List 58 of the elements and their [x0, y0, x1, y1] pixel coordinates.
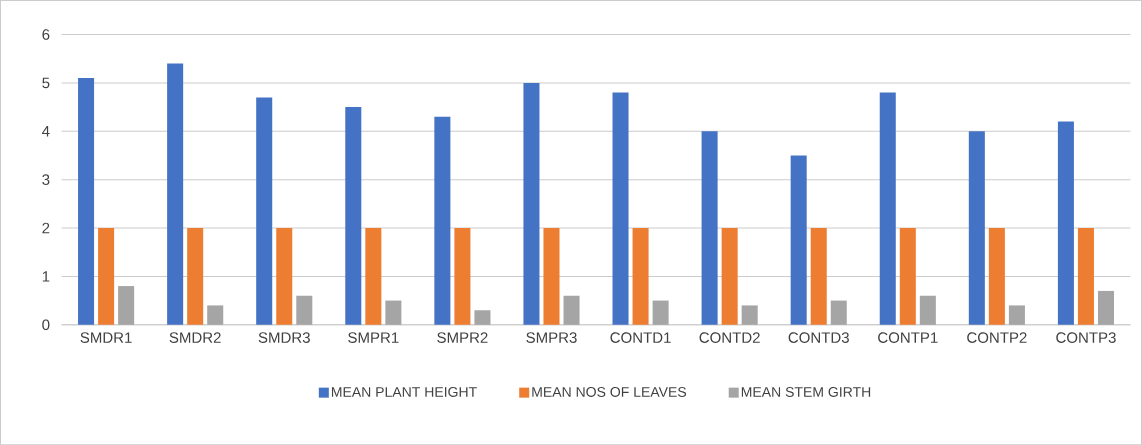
- bar: [454, 227, 471, 325]
- y-tick-label: 1: [42, 271, 50, 282]
- x-tick-label: SMDR3: [258, 332, 310, 343]
- bar: [78, 77, 95, 325]
- bar: [385, 300, 402, 325]
- bar: [899, 227, 916, 325]
- y-tick-label: 0: [42, 319, 50, 330]
- bar: [830, 300, 847, 325]
- bar: [652, 300, 669, 325]
- bar: [810, 227, 827, 325]
- bar: [207, 305, 224, 325]
- bar: [1097, 290, 1115, 325]
- bar: [879, 92, 896, 325]
- bar: [1077, 227, 1094, 325]
- y-tick-label: 6: [42, 29, 50, 40]
- bar: [167, 63, 184, 325]
- x-tick-label: CONTP1: [878, 332, 938, 343]
- bar: [988, 227, 1005, 325]
- bar: [919, 295, 936, 325]
- legend-label: MEAN STEM GIRTH: [741, 386, 871, 397]
- bar: [434, 116, 451, 325]
- bar: [365, 227, 382, 325]
- bar: [98, 227, 115, 325]
- x-tick-label: SMDR1: [80, 332, 132, 343]
- bar: [612, 92, 629, 325]
- legend-label: MEAN PLANT HEIGHT: [331, 386, 477, 397]
- bar: [276, 227, 293, 325]
- x-tick-label: SMPR1: [348, 332, 399, 343]
- bar: [790, 155, 807, 325]
- y-tick-label: 4: [42, 125, 50, 137]
- x-tick-label: CONTD2: [699, 332, 760, 343]
- x-tick-label: CONTD3: [788, 332, 849, 343]
- bar: [345, 106, 362, 325]
- bar: [256, 97, 273, 325]
- bar: [543, 227, 560, 325]
- y-tick-label: 5: [42, 77, 50, 88]
- bar: [563, 295, 580, 325]
- bar: [523, 82, 540, 325]
- y-tick-label: 3: [42, 174, 50, 185]
- x-tick-label: SMPR2: [437, 332, 488, 343]
- bar: [968, 131, 985, 325]
- bar: [474, 310, 491, 325]
- bar: [632, 227, 649, 325]
- bar: [1057, 121, 1074, 325]
- bar: [721, 227, 738, 325]
- bar: [296, 295, 313, 325]
- x-tick-label: SMPR3: [526, 332, 577, 343]
- bar: [701, 131, 718, 325]
- bar: [187, 227, 204, 325]
- bar: [1008, 305, 1025, 325]
- x-tick-label: CONTP2: [967, 332, 1027, 343]
- x-tick-label: SMDR2: [169, 332, 221, 343]
- bar: [741, 305, 758, 325]
- y-tick-label: 2: [42, 222, 50, 234]
- x-tick-label: CONTD1: [610, 332, 671, 343]
- x-tick-label: CONTP3: [1056, 332, 1116, 343]
- bar: [118, 285, 135, 325]
- legend-label: MEAN NOS OF LEAVES: [532, 386, 687, 397]
